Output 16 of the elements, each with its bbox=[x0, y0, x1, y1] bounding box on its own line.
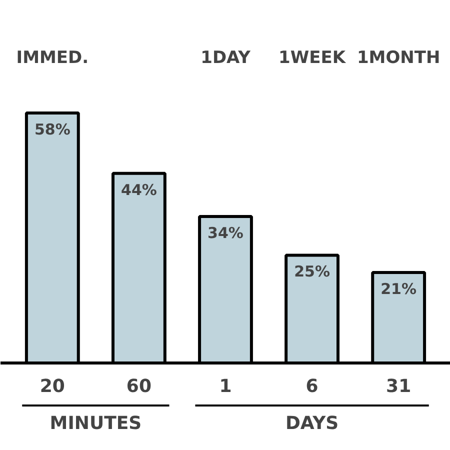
text: IMMED. bbox=[16, 48, 89, 68]
data-label: 34% bbox=[208, 224, 244, 242]
x-tick-label: 1 bbox=[219, 376, 232, 397]
text: 1DAY bbox=[200, 48, 252, 68]
x-tick-label: 6 bbox=[306, 376, 318, 397]
data-label: 58% bbox=[34, 120, 70, 138]
data-label: 44% bbox=[121, 180, 157, 199]
x-tick-label: 31 bbox=[386, 376, 412, 397]
text: DAYS bbox=[285, 413, 339, 434]
x-tick-label: 60 bbox=[126, 376, 152, 397]
x-tick-label: 20 bbox=[40, 376, 65, 397]
text: 1WEEK bbox=[278, 48, 346, 68]
data-label: 25% bbox=[294, 262, 330, 281]
data-label: 21% bbox=[380, 280, 417, 298]
text: MINUTES bbox=[50, 413, 142, 434]
text: 1MONTH bbox=[356, 48, 440, 68]
